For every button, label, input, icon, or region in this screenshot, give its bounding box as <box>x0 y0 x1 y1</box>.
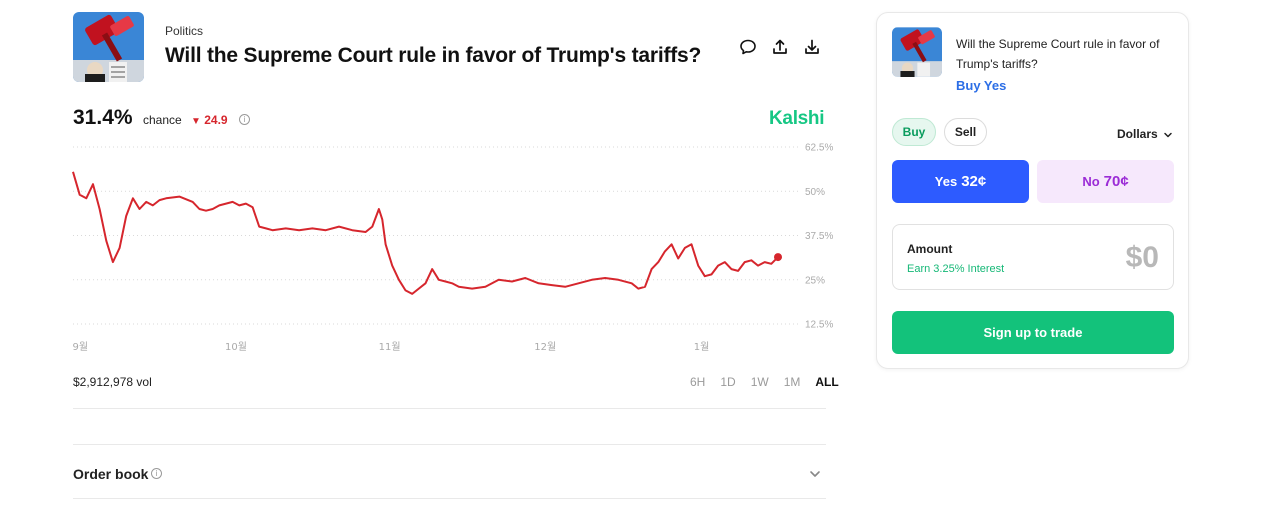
divider <box>73 444 826 445</box>
range-tab-1w[interactable]: 1W <box>750 375 769 389</box>
panel-selected-side: Buy Yes <box>956 78 1007 93</box>
brand-logo: Kalshi <box>769 108 825 129</box>
order-book-info-icon[interactable]: i <box>151 468 162 479</box>
chevron-down-icon[interactable] <box>808 467 822 481</box>
yes-label: Yes <box>934 174 958 189</box>
chart-x-tick-label: 11월 <box>379 341 401 353</box>
market-category[interactable]: Politics <box>165 24 204 38</box>
chart-grid <box>73 146 798 325</box>
chart-y-tick-label: 12.5% <box>805 320 833 331</box>
chart-y-tick-label: 37.5% <box>805 231 833 242</box>
download-icon[interactable] <box>803 38 821 56</box>
range-tabs: 6H 1D 1W 1M ALL <box>690 375 839 389</box>
range-tab-1d[interactable]: 1D <box>720 375 736 389</box>
chart-y-ticks: 62.5% 50% 37.5% 25% 12.5% <box>805 143 833 331</box>
sell-toggle[interactable]: Sell <box>944 118 987 146</box>
yes-price: 32¢ <box>961 173 987 190</box>
chart-y-tick-label: 62.5% <box>805 143 833 154</box>
chart-current-point <box>774 253 782 262</box>
info-icon[interactable]: i <box>239 114 250 125</box>
no-price: 70¢ <box>1103 173 1129 190</box>
market-image <box>73 12 144 82</box>
interest-text: Earn 3.25% Interest <box>907 263 1005 275</box>
chevron-down-icon <box>1164 132 1172 138</box>
chance-percent: 31.4% <box>73 106 133 129</box>
sign-up-button[interactable]: Sign up to trade <box>892 311 1174 354</box>
chance-label: chance <box>143 113 182 127</box>
amount-input[interactable]: Amount Earn 3.25% Interest $0 <box>892 224 1174 290</box>
amount-label: Amount <box>907 242 953 256</box>
no-label: No <box>1082 174 1100 189</box>
panel-question: Will the Supreme Court rule in favor of … <box>956 37 1160 71</box>
chart-x-tick-label: 10월 <box>225 341 247 353</box>
range-tab-1m[interactable]: 1M <box>783 375 801 389</box>
panel-market-image <box>892 27 942 77</box>
share-icon[interactable] <box>771 38 789 56</box>
no-button[interactable]: No 70¢ <box>1037 160 1174 203</box>
price-chart: 62.5% 50% 37.5% 25% 12.5% 9월 10월 11월 12월 1월 <box>72 143 833 353</box>
chart-y-tick-label: 25% <box>805 275 825 286</box>
chart-x-tick-label: 1월 <box>694 341 710 353</box>
comment-icon[interactable] <box>739 38 757 56</box>
divider <box>73 498 826 499</box>
page-title: Will the Supreme Court rule in favor of … <box>165 44 702 67</box>
chance-change: ▼ 24.9 <box>191 113 228 127</box>
chart-x-ticks: 9월 10월 11월 12월 1월 <box>73 341 710 353</box>
down-arrow-icon: ▼ <box>191 116 201 127</box>
chart-x-tick-label: 12월 <box>534 341 556 353</box>
chance-change-value: 24.9 <box>204 113 228 127</box>
chart-y-tick-label: 50% <box>805 187 825 198</box>
range-tab-all[interactable]: ALL <box>815 375 839 389</box>
currency-select[interactable]: Dollars <box>1117 127 1173 141</box>
currency-label: Dollars <box>1117 127 1158 141</box>
volume: $2,912,978 vol <box>73 375 152 389</box>
chart-series-line <box>72 171 779 295</box>
divider <box>73 408 826 409</box>
amount-value: $0 <box>1125 241 1159 274</box>
range-tab-6h[interactable]: 6H <box>690 375 706 389</box>
yes-button[interactable]: Yes 32¢ <box>892 160 1029 203</box>
chart-x-tick-label: 9월 <box>73 341 89 353</box>
trade-panel: Will the Supreme Court rule in favor of … <box>876 12 1189 369</box>
order-book-toggle[interactable]: Order book <box>73 466 149 482</box>
buy-toggle[interactable]: Buy <box>892 118 936 146</box>
